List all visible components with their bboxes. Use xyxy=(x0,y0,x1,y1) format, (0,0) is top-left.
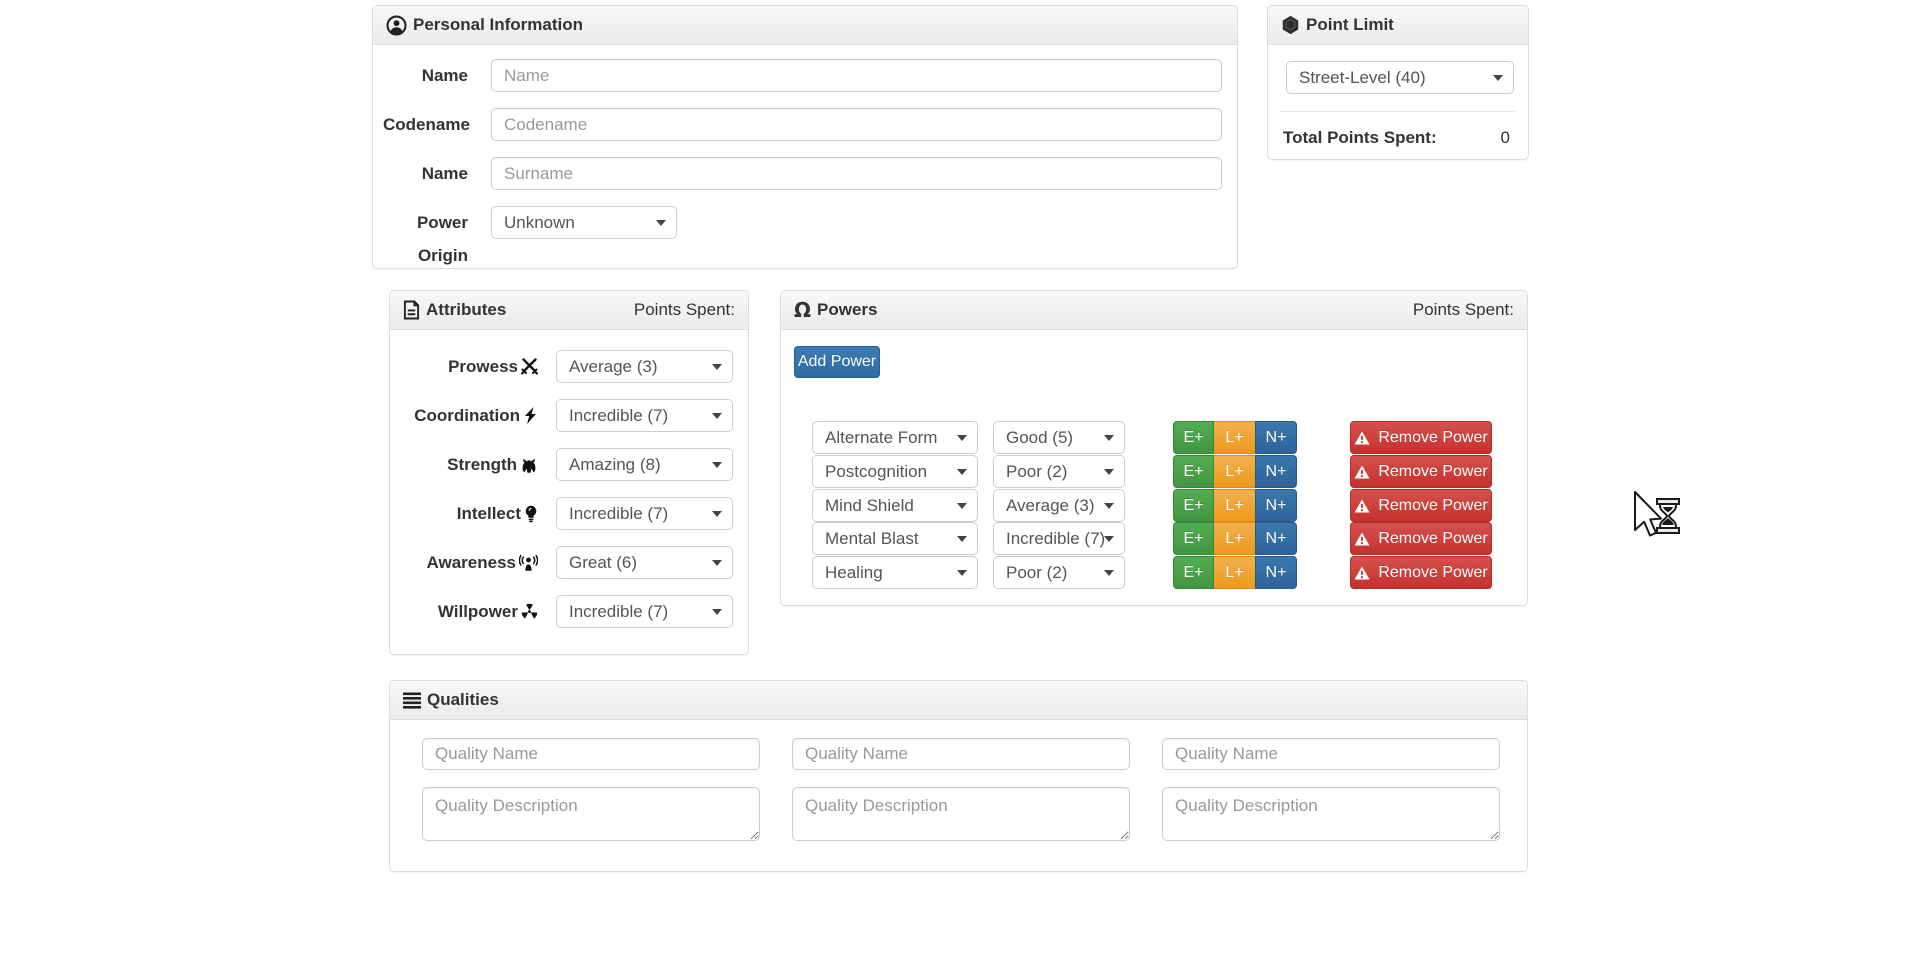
awareness-label: Awareness xyxy=(390,546,538,579)
name-input[interactable] xyxy=(491,59,1222,92)
remove-power-button[interactable]: Remove Power xyxy=(1350,489,1492,522)
warning-icon xyxy=(1354,566,1370,580)
list-bars-icon xyxy=(403,692,421,709)
hexagon-icon xyxy=(1281,15,1300,35)
nullify-plus-button[interactable]: N+ xyxy=(1255,421,1297,454)
quality-description-textarea[interactable] xyxy=(422,787,760,841)
total-points-label: Total Points Spent: xyxy=(1283,128,1437,147)
power-select[interactable]: Mind Shield xyxy=(812,489,978,522)
point-limit-panel: Point Limit Street-Level (40) Total Poin… xyxy=(1267,5,1529,160)
intellect-select[interactable]: Incredible (7) xyxy=(556,497,733,530)
user-circle-icon xyxy=(386,14,407,36)
warning-icon xyxy=(1354,499,1370,513)
extra-plus-button[interactable]: E+ xyxy=(1173,421,1214,454)
perception-icon xyxy=(519,554,538,572)
busy-cursor-icon xyxy=(1626,489,1682,554)
power-level-select[interactable]: Incredible (7) xyxy=(993,522,1125,555)
awareness-select[interactable]: Great (6) xyxy=(556,546,733,579)
quality-name-input[interactable] xyxy=(1162,738,1500,770)
power-origin-label: Power Origin xyxy=(416,213,468,265)
warning-icon xyxy=(1354,431,1370,445)
quality-description-textarea[interactable] xyxy=(792,787,1130,841)
power-origin-select[interactable]: Unknown xyxy=(491,206,677,239)
coordination-label: Coordination xyxy=(390,399,538,432)
quality-name-input[interactable] xyxy=(792,738,1130,770)
points-spent-label: Points Spent: xyxy=(633,300,735,319)
remove-power-button[interactable]: Remove Power xyxy=(1350,421,1492,454)
quality-description-textarea[interactable] xyxy=(1162,787,1500,841)
personal-information-panel: Personal Information Name Codename Name … xyxy=(372,5,1238,269)
lightning-icon xyxy=(523,407,538,424)
prowess-select[interactable]: Average (3) xyxy=(556,350,733,383)
points-spent-label: Points Spent: xyxy=(1412,300,1514,319)
omega-icon: Ω xyxy=(794,298,812,322)
point-limit-select[interactable]: Street-Level (40) xyxy=(1286,61,1514,94)
trefoil-icon xyxy=(521,603,538,620)
extra-plus-button[interactable]: E+ xyxy=(1173,522,1214,555)
personal-information-header: Personal Information xyxy=(373,6,1237,45)
power-level-select[interactable]: Average (3) xyxy=(993,489,1125,522)
nullify-plus-button[interactable]: N+ xyxy=(1255,455,1297,488)
panel-title: Point Limit xyxy=(1306,15,1394,34)
limit-plus-button[interactable]: L+ xyxy=(1214,556,1255,589)
powers-panel: Ω Powers Points Spent: Add Power Alterna… xyxy=(780,290,1528,606)
remove-power-button[interactable]: Remove Power xyxy=(1350,455,1492,488)
document-icon xyxy=(403,300,420,320)
power-select[interactable]: Postcognition xyxy=(812,455,978,488)
extra-plus-button[interactable]: E+ xyxy=(1173,455,1214,488)
limit-plus-button[interactable]: L+ xyxy=(1214,421,1255,454)
attributes-panel: Attributes Points Spent: Prowess Average… xyxy=(389,290,749,655)
crossed-swords-icon xyxy=(521,358,538,375)
limit-plus-button[interactable]: L+ xyxy=(1214,522,1255,555)
extra-plus-button[interactable]: E+ xyxy=(1173,489,1214,522)
codename-input[interactable] xyxy=(491,108,1222,141)
power-select[interactable]: Mental Blast xyxy=(812,522,978,555)
nullify-plus-button[interactable]: N+ xyxy=(1255,489,1297,522)
quality-name-input[interactable] xyxy=(422,738,760,770)
remove-power-button[interactable]: Remove Power xyxy=(1350,556,1492,589)
coordination-select[interactable]: Incredible (7) xyxy=(556,399,733,432)
powers-header: Ω Powers Points Spent: xyxy=(781,291,1527,330)
codename-label: Codename xyxy=(383,115,470,134)
strength-label: Strength xyxy=(390,448,538,481)
nullify-plus-button[interactable]: N+ xyxy=(1255,556,1297,589)
intellect-label: Intellect xyxy=(390,497,538,530)
total-points-value: 0 xyxy=(1500,128,1510,147)
qualities-header: Qualities xyxy=(390,681,1527,720)
surname-input[interactable] xyxy=(491,157,1222,190)
surname-label: Name xyxy=(421,164,468,183)
power-level-select[interactable]: Good (5) xyxy=(993,421,1125,454)
extra-plus-button[interactable]: E+ xyxy=(1173,556,1214,589)
panel-title: Powers xyxy=(817,300,878,319)
prowess-label: Prowess xyxy=(390,350,538,383)
limit-plus-button[interactable]: L+ xyxy=(1214,455,1255,488)
power-level-select[interactable]: Poor (2) xyxy=(993,556,1125,589)
warning-icon xyxy=(1354,465,1370,479)
point-limit-header: Point Limit xyxy=(1268,6,1528,45)
willpower-select[interactable]: Incredible (7) xyxy=(556,595,733,628)
add-power-button[interactable]: Add Power xyxy=(794,346,880,378)
limit-plus-button[interactable]: L+ xyxy=(1214,489,1255,522)
lightbulb-icon xyxy=(524,505,538,523)
qualities-panel: Qualities xyxy=(389,680,1528,872)
willpower-label: Willpower xyxy=(390,595,538,628)
divider xyxy=(1281,111,1515,112)
warning-icon xyxy=(1354,532,1370,546)
attributes-header: Attributes Points Spent: xyxy=(390,291,748,330)
nullify-plus-button[interactable]: N+ xyxy=(1255,522,1297,555)
muscle-icon xyxy=(520,456,538,473)
strength-select[interactable]: Amazing (8) xyxy=(556,448,733,481)
panel-title: Qualities xyxy=(427,690,499,709)
power-level-select[interactable]: Poor (2) xyxy=(993,455,1125,488)
name-label: Name xyxy=(421,66,468,85)
power-select[interactable]: Alternate Form xyxy=(812,421,978,454)
power-select[interactable]: Healing xyxy=(812,556,978,589)
panel-title: Attributes xyxy=(426,300,507,319)
panel-title: Personal Information xyxy=(413,15,584,34)
remove-power-button[interactable]: Remove Power xyxy=(1350,522,1492,555)
